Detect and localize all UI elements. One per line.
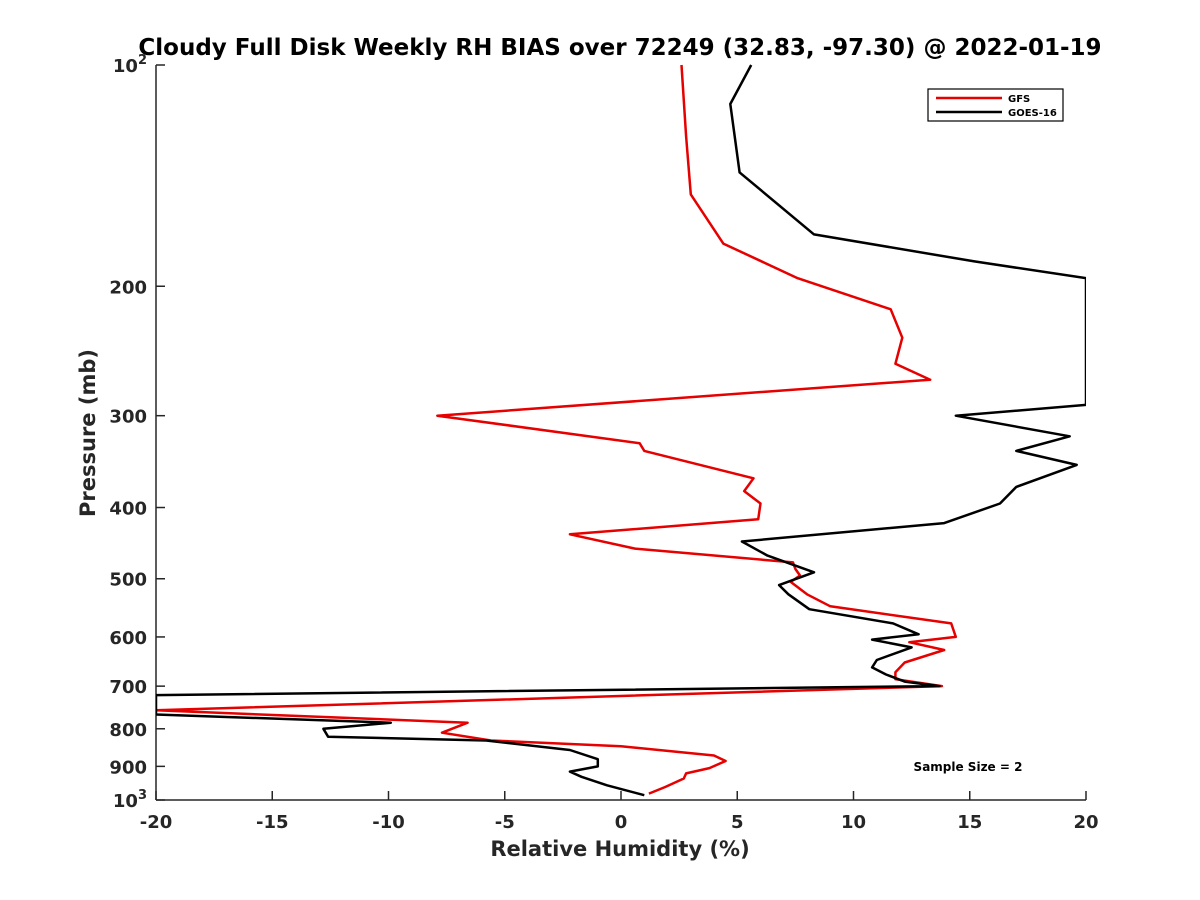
y-tick-label: 900 <box>109 757 147 778</box>
legend-label: GOES-16 <box>1008 108 1057 119</box>
x-axis-label: Relative Humidity (%) <box>490 837 749 861</box>
series-line-gfs <box>156 64 958 795</box>
x-tick-label: 0 <box>615 812 628 833</box>
y-axis-label: Pressure (mb) <box>76 349 100 517</box>
series-line-goes-16 <box>156 64 1086 797</box>
x-tick-label: 5 <box>731 812 744 833</box>
series-layer <box>156 64 1086 797</box>
y-tick-label: 600 <box>109 628 147 649</box>
x-axis-ticks: -20 -15 -10 -5 0 5 10 15 20 <box>140 791 1099 833</box>
y-tick-label: 103 <box>113 788 147 812</box>
x-tick-label: 20 <box>1073 812 1098 833</box>
x-tick-label: -20 <box>140 812 173 833</box>
y-tick-label: 200 <box>109 277 147 298</box>
legend: GFS GOES-16 <box>927 88 1064 122</box>
x-tick-label: -15 <box>256 812 289 833</box>
chart-title: Cloudy Full Disk Weekly RH BIAS over 722… <box>138 35 1101 61</box>
y-tick-label: 800 <box>109 720 147 741</box>
y-tick-label: 300 <box>109 407 147 428</box>
y-tick-label: 400 <box>109 499 147 520</box>
x-tick-label: 15 <box>957 812 982 833</box>
x-tick-label: -10 <box>372 812 405 833</box>
legend-label: GFS <box>1008 94 1030 105</box>
sample-size-annotation: Sample Size = 2 <box>914 760 1023 774</box>
x-tick-label: 10 <box>841 812 866 833</box>
y-axis-ticks: 102 200 300 400 500 600 700 800 900 103 <box>109 53 165 812</box>
y-tick-label: 500 <box>109 570 147 591</box>
y-tick-label: 102 <box>113 53 147 77</box>
x-tick-label: -5 <box>495 812 515 833</box>
y-tick-label: 700 <box>109 677 147 698</box>
legend-box <box>927 88 1064 122</box>
